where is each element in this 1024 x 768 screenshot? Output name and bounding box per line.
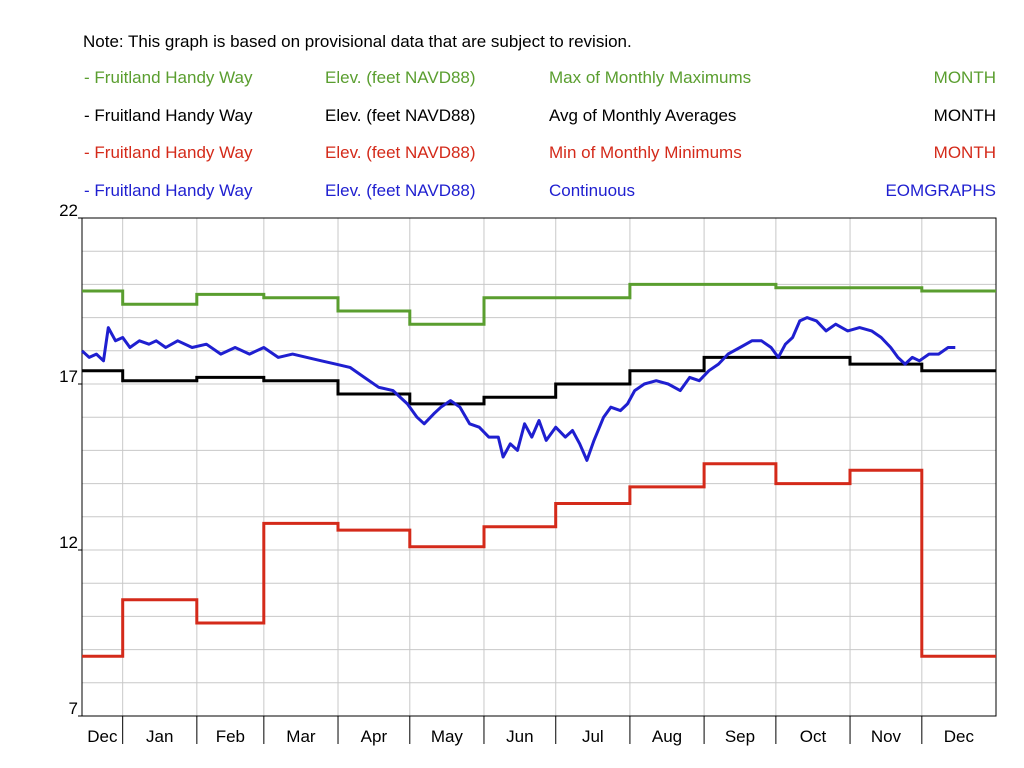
y-tick-label: 22	[59, 201, 78, 220]
x-tick-label: Aug	[652, 727, 682, 746]
legend-entry-min: - Fruitland Handy Way Elev. (feet NAVD88…	[84, 143, 996, 167]
y-tick-label: 12	[59, 533, 78, 552]
legend-site: - Fruitland Handy Way	[84, 106, 253, 125]
legend-statistic: Max of Monthly Maximums	[549, 68, 752, 87]
y-tick-label: 17	[59, 367, 78, 386]
x-tick-label: Jun	[506, 727, 533, 746]
provisional-note: Note: This graph is based on provisional…	[83, 32, 632, 51]
series-line-continuous	[80, 316, 956, 462]
legend-entry-avg: - Fruitland Handy Way Elev. (feet NAVD88…	[84, 106, 996, 130]
legend-parameter: Elev. (feet NAVD88)	[325, 143, 476, 162]
y-tick-label: 7	[69, 699, 78, 718]
legend-parameter: Elev. (feet NAVD88)	[325, 181, 476, 200]
legend-parameter: Elev. (feet NAVD88)	[325, 68, 476, 87]
x-tick-label: Jul	[582, 727, 604, 746]
legend-statistic: Avg of Monthly Averages	[549, 106, 737, 125]
legend-marker: -	[84, 181, 90, 200]
x-tick-label: Sep	[725, 727, 755, 746]
legend-marker: -	[84, 68, 90, 87]
legend-period: EOMGRAPHS	[885, 181, 996, 200]
series-line	[82, 282, 996, 326]
x-tick-label: Feb	[216, 727, 245, 746]
legend-parameter: Elev. (feet NAVD88)	[325, 106, 476, 125]
legend-marker: -	[84, 106, 90, 125]
legend-marker: -	[84, 143, 90, 162]
legend-period: MONTH	[933, 106, 996, 125]
legend-site: - Fruitland Handy Way	[84, 143, 253, 162]
x-tick-label: May	[431, 727, 464, 746]
series-line	[82, 355, 996, 406]
x-tick-label: Dec	[944, 727, 975, 746]
x-tick-label: Nov	[871, 727, 902, 746]
legend-site: - Fruitland Handy Way	[84, 181, 253, 200]
x-tick-label: Jan	[146, 727, 173, 746]
legend-site: - Fruitland Handy Way	[84, 68, 253, 87]
series-line	[82, 462, 996, 658]
x-tick-label: Apr	[361, 727, 388, 746]
plot-frame	[81, 217, 997, 717]
legend-period: MONTH	[933, 143, 996, 162]
legend-entry-continuous: - Fruitland Handy Way Elev. (feet NAVD88…	[84, 181, 996, 205]
legend-entry-max: - Fruitland Handy Way Elev. (feet NAVD88…	[84, 68, 996, 92]
x-tick-label: Oct	[800, 727, 827, 746]
legend-statistic: Continuous	[549, 181, 636, 200]
x-tick-label: Mar	[286, 727, 316, 746]
x-tick-label: Dec	[87, 727, 118, 746]
legend-period: MONTH	[933, 68, 996, 87]
legend-statistic: Min of Monthly Minimums	[549, 143, 742, 162]
